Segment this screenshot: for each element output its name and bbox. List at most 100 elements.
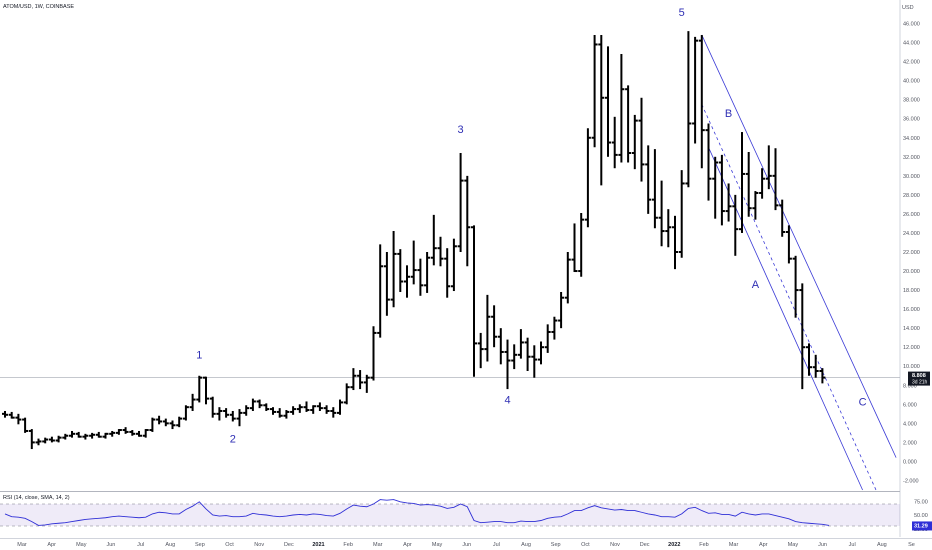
time-tick-label: Nov [610,542,620,548]
time-axis: Mar Apr May Jun Jul Aug Sep Oct Nov Dec 2021 Feb Mar… [17,542,915,548]
rsi-tick-label: 75.00 [914,499,928,505]
ohlc-bar [370,326,377,381]
ohlc-bar [584,128,591,228]
time-tick-label: May [788,542,799,548]
ohlc-bar [397,249,404,292]
time-tick-label: Sep [195,542,205,548]
ohlc-bar [283,410,290,419]
time-tick-label: Apr [47,542,56,548]
ohlc-bar [765,145,772,190]
ohlc-bar [310,405,317,414]
ohlc-bar [390,231,397,308]
ohlc-bar [122,427,129,434]
time-tick-label: Mar [17,542,27,548]
ohlc-bar [410,240,417,285]
time-tick-label: May [76,542,87,548]
currency-label: USD [902,5,914,11]
price-tick-label: 12.000 [903,345,920,351]
ohlc-bar [216,407,223,421]
ohlc-bar [725,183,732,222]
price-tick-label: 18.000 [903,288,920,294]
ohlc-bar [511,344,518,370]
time-tick-label: Jun [107,542,116,548]
time-tick-label: Dec [640,542,650,548]
ohlc-bar [156,415,163,425]
ohlc-bar [739,132,745,233]
ohlc-bar [504,339,511,390]
ohlc-bar [15,413,22,425]
price-tick-label: -2.000 [903,478,919,484]
ohlc-bar [598,34,605,186]
time-tick-label: Feb [343,542,352,548]
ohlc-bar [8,411,15,419]
time-tick-label: Feb [699,542,708,548]
ohlc-bar [571,223,578,273]
ohlc-bar [651,149,658,229]
rsi-last-value: 31.29 [914,523,928,529]
time-tick-label: Jul [137,542,144,548]
ohlc-bar [243,405,250,416]
ohlc-bar [35,438,42,446]
channel-lower-line [708,147,863,491]
ohlc-bar [785,225,792,264]
rsi-band [0,504,900,526]
ohlc-bar [591,34,598,148]
ohlc-bar [28,429,35,450]
ohlc-bar [605,46,611,157]
ohlc-bar [69,430,75,438]
ohlc-bar [142,429,149,438]
price-tick-label: 20.000 [903,269,920,275]
ohlc-bar [450,238,457,292]
time-tick-label: May [432,542,443,548]
price-tick-label: 34.000 [903,136,920,142]
ohlc-bar [377,244,384,338]
price-tick-label: 10.000 [903,364,920,370]
ohlc-bar [772,148,779,211]
ohlc-bar [625,85,632,163]
time-tick-label: Jul [849,542,856,548]
price-tick-label: 44.000 [903,41,920,47]
ohlc-bar [631,114,638,170]
ohlc-bar [95,431,102,438]
time-tick-label: Oct [581,542,590,548]
rsi-pane: RSI (14, close, SMA, 14, 2)75.0050.0025.… [0,495,932,533]
ohlc-bar [162,418,169,427]
ohlc-bar [698,34,705,169]
ohlc-bar [484,294,491,362]
ohlc-bar [558,291,565,329]
ohlc-bar [337,399,343,415]
price-tick-label: 32.000 [903,155,920,161]
ohlc-bar [75,431,82,438]
ohlc-bar [672,215,678,270]
ohlc-bar [115,429,122,435]
price-tick-label: 30.000 [903,174,920,180]
ohlc-bar [819,368,826,384]
ohlc-bar [665,209,672,248]
ohlc-bar [236,409,243,427]
ohlc-bar [464,175,471,267]
ohlc-bar [692,36,699,144]
exchange-text: COINBASE [46,4,75,10]
time-tick-label: Aug [165,542,175,548]
ohlc-bar [792,255,799,318]
ohlc-bar [330,407,337,418]
descending-channel [701,34,897,491]
ohlc-bar [551,316,558,340]
ohlc-bar [89,432,96,439]
channel-middle-line [701,104,877,491]
time-tick-label: Apr [403,542,412,548]
ohlc-bar [712,156,719,219]
ohlc-bar [189,393,196,411]
ohlc-bar [471,225,477,377]
ohlc-bar [578,212,585,277]
wave-labels: 1 2 3 4 5 B A C [196,7,866,445]
time-tick-label: Aug [877,542,887,548]
ohlc-bar [718,154,725,226]
time-tick-label: Apr [759,542,768,548]
ohlc-bar [256,399,263,409]
price-tick-label: 16.000 [903,307,920,313]
ohlc-bar [22,417,29,433]
ohlc-bar [524,337,531,371]
ohlc-bar [430,214,437,266]
